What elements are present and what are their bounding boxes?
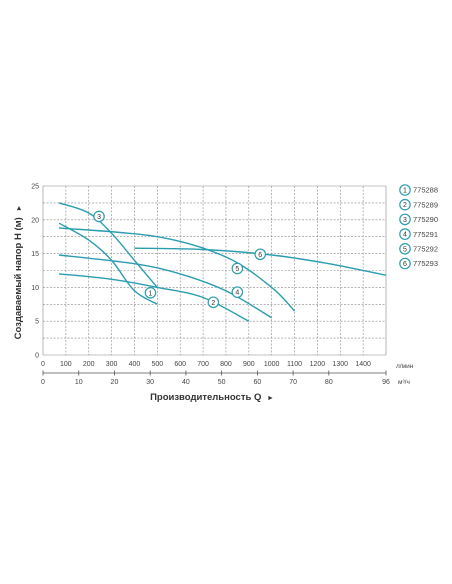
series-marker-label: 2 — [211, 300, 215, 307]
legend-label: 775289 — [413, 200, 438, 209]
x-tick-label-lmin: 100 — [60, 361, 72, 368]
series-marker-label: 6 — [258, 252, 262, 259]
series-marker-label: 3 — [97, 214, 101, 221]
x-tick-label-m3h: 10 — [75, 379, 83, 386]
series-marker-5 — [231, 262, 244, 275]
series-line-1 — [58, 222, 158, 305]
legend-marker-label: 1 — [403, 188, 407, 195]
x-tick-label-m3h: 20 — [111, 379, 119, 386]
x-tick-label-lmin: 1200 — [310, 361, 326, 368]
legend-label: 775291 — [413, 230, 438, 239]
x-unit-lmin: л/мин — [396, 363, 414, 370]
x-tick-label-m3h: 80 — [325, 379, 333, 386]
x-tick-label-lmin: 1100 — [287, 361, 302, 368]
y-tick-label: 10 — [31, 285, 39, 292]
x-tick-label-m3h: 40 — [182, 379, 190, 386]
x-tick-label-lmin: 600 — [174, 361, 186, 368]
x-tick-label-m3h: 96 — [382, 379, 390, 386]
x-tick-label-m3h: 0 — [41, 379, 45, 386]
x-tick-label-lmin: 200 — [83, 361, 95, 368]
x-tick-label-lmin: 1300 — [332, 361, 348, 368]
legend-label: 775292 — [413, 245, 438, 254]
chart-legend: 1 775288 2 775289 3 775290 4 775291 5 775292 6 7752… — [399, 184, 438, 270]
x-tick-label-lmin: 1400 — [355, 361, 371, 368]
x-tick-label-lmin: 0 — [41, 361, 45, 368]
legend-marker-label: 2 — [403, 202, 407, 209]
chart-series: 1 2 3 4 5 6 — [58, 202, 387, 322]
series-marker-4 — [231, 286, 244, 298]
x-axis-title: Производительность Q ► — [150, 392, 274, 403]
x-tick-label-lmin: 800 — [220, 361, 232, 368]
legend-marker-label: 5 — [403, 246, 407, 253]
series-line-6 — [134, 247, 387, 276]
series-line-2 — [58, 273, 250, 322]
x-tick-label-lmin: 1000 — [264, 361, 280, 368]
legend-marker-1 — [399, 184, 411, 196]
y-axis-title: Создаваемый напор H (м) ► — [13, 205, 24, 340]
series-marker-label: 5 — [235, 266, 239, 273]
y-tick-label: 15 — [31, 251, 39, 258]
legend-marker-6 — [399, 257, 411, 270]
series-line-5 — [58, 227, 296, 312]
series-marker-6 — [254, 248, 267, 261]
legend-marker-label: 6 — [403, 261, 407, 268]
legend-marker-label: 3 — [403, 217, 407, 224]
x-tick-label-lmin: 300 — [106, 361, 118, 368]
y-axis-ticks: 0 5 10 15 20 25 — [31, 184, 39, 360]
legend-label: 775290 — [413, 215, 438, 224]
x-tick-label-m3h: 30 — [146, 379, 154, 386]
y-tick-label: 5 — [35, 319, 39, 326]
x-tick-label-lmin: 500 — [151, 361, 163, 368]
legend-marker-3 — [399, 213, 411, 226]
legend-marker-4 — [399, 228, 411, 240]
y-tick-label: 0 — [35, 353, 39, 360]
y-tick-label: 25 — [31, 184, 39, 191]
legend-label: 775288 — [413, 186, 438, 195]
x-unit-m3h: м³/ч — [398, 379, 410, 386]
y-tick-label: 20 — [31, 217, 39, 224]
legend-marker-5 — [399, 243, 411, 255]
series-line-3 — [58, 202, 158, 288]
x-tick-label-m3h: 50 — [218, 379, 226, 386]
x-tick-label-lmin: 900 — [243, 361, 255, 368]
series-marker-3 — [93, 210, 105, 223]
x-tick-label-lmin: 700 — [197, 361, 209, 368]
legend-label: 775293 — [413, 259, 438, 268]
series-marker-label: 1 — [149, 290, 153, 297]
x-tick-label-m3h: 60 — [253, 379, 261, 386]
legend-marker-label: 4 — [403, 232, 407, 239]
legend-marker-2 — [399, 198, 411, 211]
x-tick-label-m3h: 70 — [289, 379, 297, 386]
series-marker-1 — [144, 287, 157, 299]
x-tick-label-lmin: 400 — [129, 361, 141, 368]
series-line-4 — [58, 254, 273, 319]
x-axis-lmin-ticks: 0 100 200 300 400 500 600 700 800 900 1000 1100 1200… — [41, 361, 371, 368]
series-marker-2 — [207, 296, 220, 309]
chart-grid — [42, 185, 387, 356]
series-marker-label: 4 — [235, 290, 239, 297]
x-axis-m3h-ticks: 0 10 20 30 40 50 60 70 80 96 — [41, 370, 390, 386]
